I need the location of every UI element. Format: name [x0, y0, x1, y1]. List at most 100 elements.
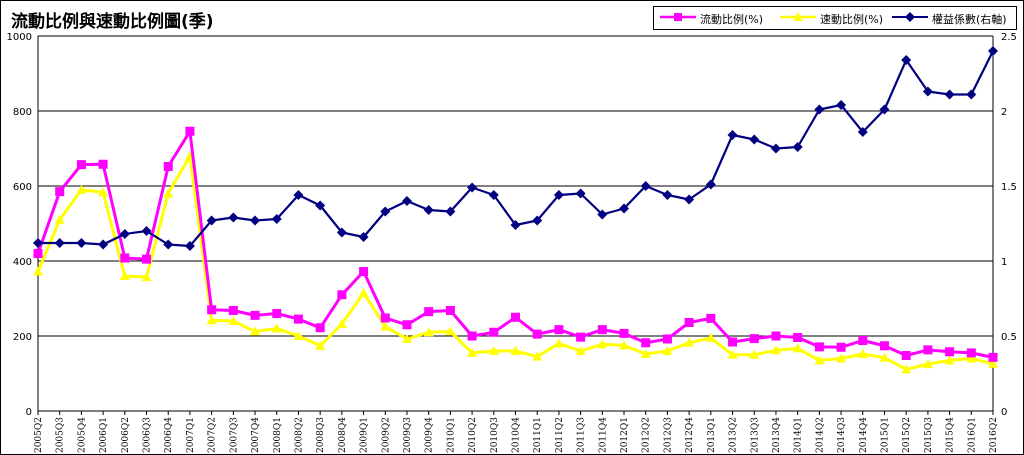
x-tick-label: 2006Q4: [164, 417, 174, 453]
x-tick-label: 2010Q1: [446, 417, 456, 453]
data-point: [792, 142, 803, 152]
data-point: [923, 345, 933, 355]
data-point: [684, 318, 694, 327]
data-point: [510, 220, 521, 230]
data-point: [489, 327, 499, 337]
x-tick-label: 2014Q3: [837, 417, 847, 453]
legend-label-current-ratio: 流動比例(%): [700, 13, 764, 26]
data-point: [879, 104, 890, 115]
y-right-tick-label: 0.5: [1001, 332, 1017, 343]
data-point: [163, 162, 173, 171]
x-tick-label: 2005Q2: [34, 417, 44, 453]
data-point: [705, 179, 716, 190]
x-tick-label: 2011Q2: [555, 417, 565, 453]
data-point: [727, 349, 738, 359]
y-right-tick-label: 2.5: [1001, 32, 1017, 43]
data-point: [511, 312, 520, 322]
data-point: [770, 143, 781, 154]
x-tick-label: 2009Q4: [425, 417, 435, 453]
data-point: [445, 206, 456, 217]
x-tick-label: 2013Q3: [750, 417, 760, 453]
data-point: [76, 238, 87, 248]
data-point: [33, 266, 43, 276]
y-left-tick-label: 1000: [7, 32, 32, 43]
data-point: [575, 188, 586, 199]
data-point: [945, 347, 955, 357]
data-point: [988, 358, 998, 368]
data-point: [358, 287, 369, 297]
x-tick-label: 2006Q3: [143, 417, 153, 453]
x-tick-label: 2009Q3: [403, 417, 413, 453]
x-tick-label: 2008Q3: [316, 417, 326, 453]
data-point: [988, 46, 998, 56]
data-point: [619, 203, 630, 214]
x-tick-label: 2015Q4: [946, 417, 956, 453]
data-point: [445, 326, 456, 336]
data-point: [141, 226, 152, 236]
data-point: [662, 334, 672, 344]
data-point: [424, 307, 434, 317]
data-point: [250, 310, 260, 320]
data-point: [554, 325, 564, 335]
data-point: [510, 346, 521, 355]
x-tick-label: 2014Q1: [794, 417, 804, 453]
data-point: [793, 333, 803, 342]
x-tick-label: 2014Q4: [859, 417, 869, 453]
data-point: [532, 351, 543, 361]
data-point: [619, 328, 629, 338]
data-point: [54, 238, 65, 248]
data-point: [142, 254, 152, 264]
data-point: [293, 314, 303, 324]
data-point: [401, 334, 412, 343]
data-point: [792, 343, 803, 353]
data-point: [662, 346, 673, 355]
data-point: [293, 331, 304, 340]
data-point: [553, 338, 564, 348]
legend-label-quick-ratio: 速動比例(%): [820, 13, 884, 26]
data-point: [402, 320, 412, 330]
x-tick-label: 2008Q1: [273, 417, 283, 453]
x-tick-label: 2009Q2: [381, 417, 391, 453]
data-point: [770, 345, 781, 355]
x-tick-label: 2010Q3: [490, 417, 500, 453]
legend: 流動比例(%) 速動比例(%) 權益係數(右軸): [653, 6, 1017, 30]
data-point: [488, 346, 499, 355]
x-tick-label: 2005Q4: [77, 417, 87, 453]
data-point: [445, 306, 455, 315]
data-point: [857, 127, 868, 137]
data-point: [336, 319, 347, 328]
data-point: [836, 353, 847, 363]
data-point: [749, 134, 760, 145]
x-tick-label: 2015Q1: [880, 417, 890, 453]
x-tick-label: 2014Q2: [815, 417, 825, 453]
data-point: [54, 214, 65, 224]
x-tick-label: 2007Q1: [186, 417, 196, 453]
data-point: [966, 353, 977, 363]
data-point: [359, 267, 369, 276]
x-tick-label: 2008Q4: [338, 417, 348, 453]
data-point: [705, 332, 716, 342]
x-tick-label: 2013Q2: [729, 417, 739, 453]
y-right-tick-label: 1: [1001, 257, 1007, 268]
data-point: [684, 337, 695, 347]
data-point: [749, 334, 759, 344]
data-point: [76, 184, 87, 194]
x-tick-label: 2008Q2: [294, 417, 304, 453]
data-point: [966, 348, 976, 358]
x-tick-label: 2013Q1: [707, 417, 717, 453]
data-point: [184, 241, 195, 251]
data-point: [119, 229, 130, 239]
x-tick-label: 2011Q4: [598, 417, 608, 453]
x-tick-label: 2012Q3: [663, 417, 673, 453]
data-point: [814, 355, 825, 365]
data-point: [771, 331, 781, 341]
x-tick-label: 2013Q4: [772, 417, 782, 453]
data-point: [98, 239, 109, 250]
data-point: [467, 182, 478, 193]
data-point: [662, 190, 673, 200]
data-point: [119, 271, 130, 280]
data-point: [814, 342, 824, 352]
x-tick-label: 2015Q2: [902, 417, 912, 453]
data-point: [858, 336, 868, 345]
